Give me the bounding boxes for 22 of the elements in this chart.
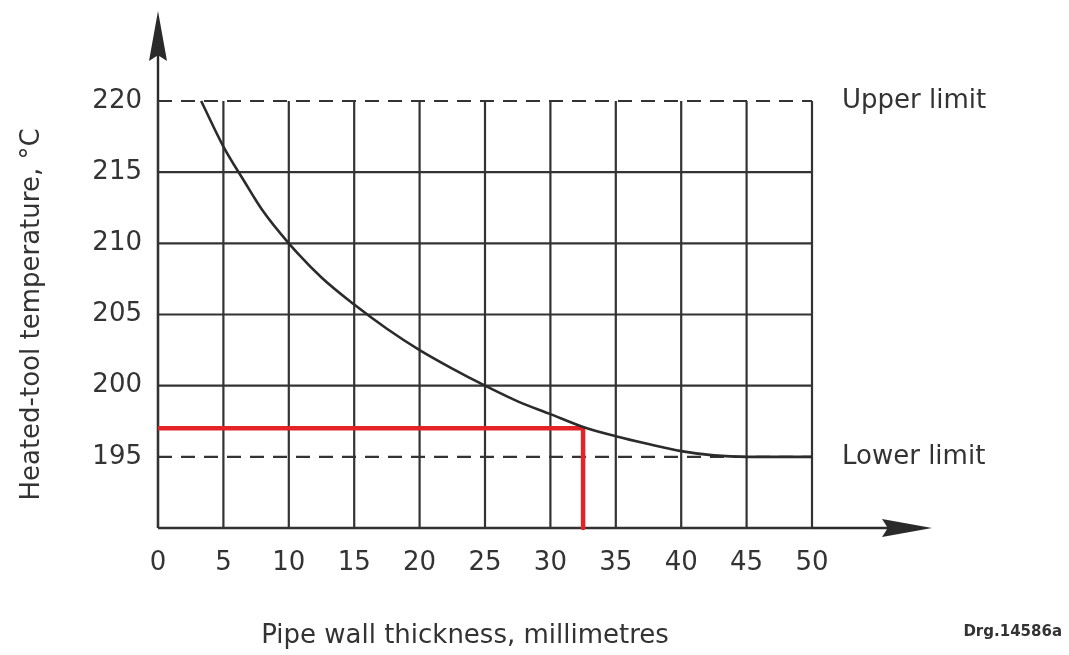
y-axis-title: Heated-tool temperature, °C: [14, 128, 45, 501]
text: Drg.14586a: [963, 621, 1062, 640]
ref-line-label: Lower limit: [842, 439, 986, 470]
x-tick-label: 45: [730, 546, 764, 577]
y-tick-label: 200: [92, 368, 142, 399]
x-axis-title: Pipe wall thickness, millimetres: [261, 619, 669, 649]
x-tick-label: 35: [599, 546, 633, 577]
y-tick-label: 220: [92, 83, 142, 114]
x-tick-label: 25: [468, 546, 502, 577]
x-tick-label: 30: [533, 546, 567, 577]
x-tick-label: 50: [795, 546, 829, 577]
x-tick-label: 40: [664, 546, 698, 577]
x-tick-label: 20: [403, 546, 437, 577]
ref-line-label: Upper limit: [842, 83, 987, 114]
x-tick-label: 15: [337, 546, 371, 577]
x-tick-label: 0: [149, 546, 167, 577]
x-tick-label: 10: [272, 546, 306, 577]
y-tick-label: 195: [92, 439, 142, 470]
y-tick-label: 215: [92, 154, 142, 185]
y-tick-label: 210: [92, 226, 142, 257]
x-tick-label: 5: [215, 546, 232, 577]
y-tick-label: 205: [92, 297, 142, 328]
